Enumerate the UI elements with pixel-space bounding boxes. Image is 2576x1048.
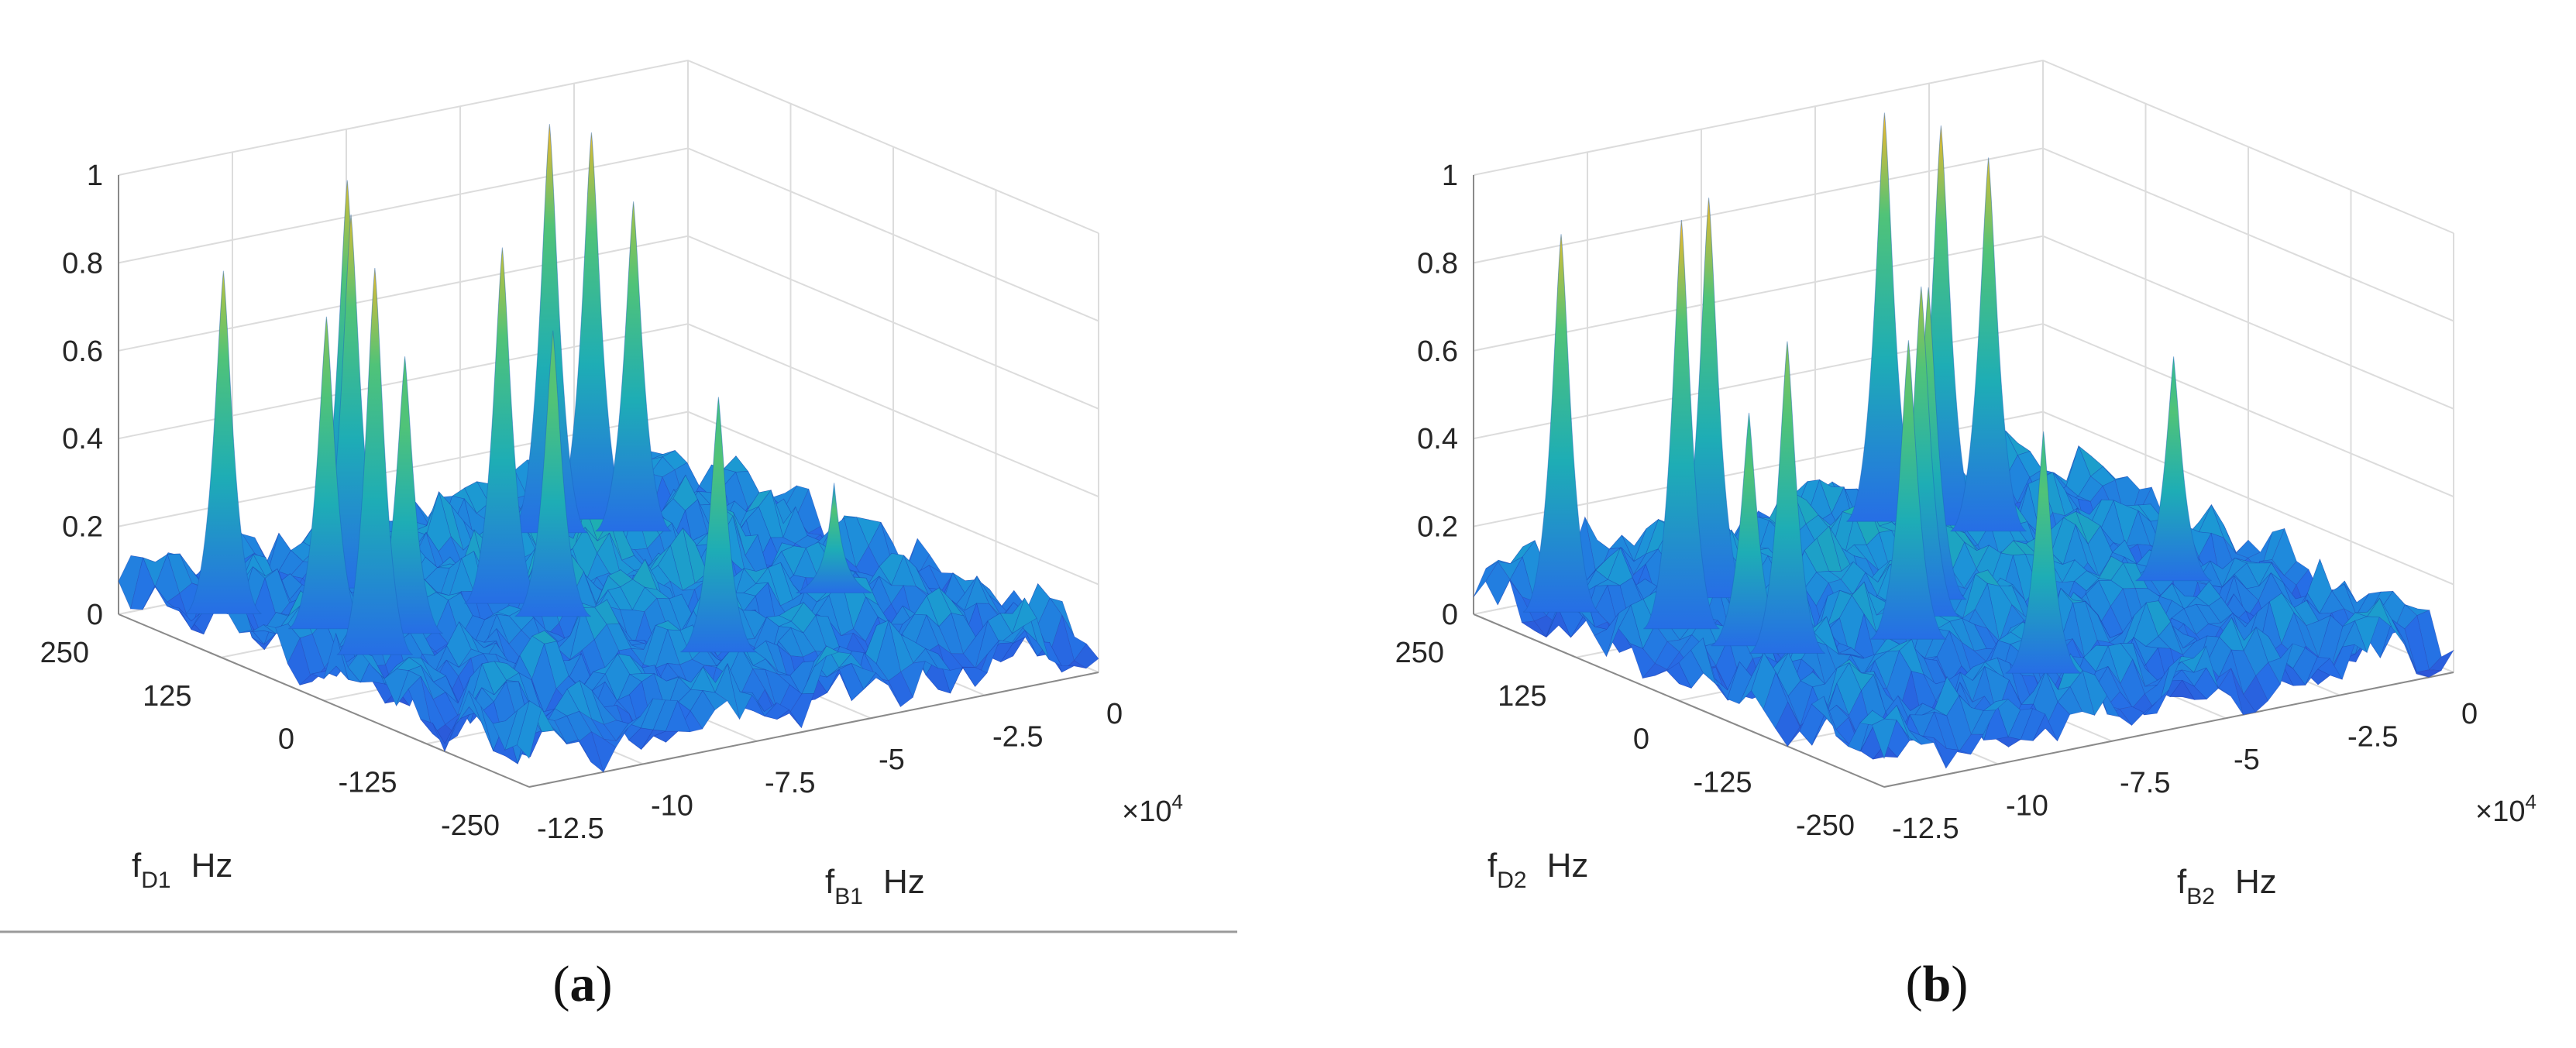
x-multiplier-a: ×104	[1122, 790, 1183, 828]
y-tick-label: 125	[143, 680, 191, 713]
surface-b	[1473, 112, 2454, 769]
x-tick-label: -12.5	[1892, 813, 1959, 845]
surface-a	[118, 124, 1099, 773]
grid-z-line	[118, 147, 1099, 322]
peak-mark	[1522, 234, 1600, 613]
peak-mark	[2135, 356, 2212, 582]
surface-patch	[723, 455, 749, 472]
z-tick-label: 0.6	[62, 335, 103, 368]
x-multiplier-b: ×104	[2475, 790, 2536, 828]
y-tick-label: 0	[278, 723, 294, 756]
z-tick-label: 0.2	[1417, 511, 1458, 544]
z-tick-label: 0	[1442, 599, 1458, 631]
grid-z-line	[1473, 235, 2454, 410]
peak-mark	[1950, 157, 2027, 532]
x-tick-label: -5	[2234, 744, 2260, 776]
y-axis-label-a: fD1 Hz	[132, 847, 232, 893]
x-tick-label: -2.5	[992, 721, 1043, 754]
z-tick-label: 0.6	[1417, 335, 1458, 368]
peak-mark	[553, 132, 630, 520]
y-tick-label: -125	[338, 766, 397, 799]
peak-mark	[514, 330, 591, 617]
panel-caption-a: (a)	[553, 956, 613, 1012]
x-axis-line	[1883, 672, 2454, 788]
peak-mark	[1643, 220, 1720, 630]
y-tick-label: 0	[1633, 723, 1649, 756]
x-tick-label: -12.5	[537, 813, 604, 845]
z-tick-label: 0.8	[62, 247, 103, 280]
grid-z-line	[118, 59, 1099, 234]
x-tick-label: -10	[651, 789, 693, 822]
peak-mark	[464, 247, 541, 604]
peak-mark	[1749, 341, 1826, 655]
peak-mark	[595, 201, 672, 532]
x-tick-label: 0	[1106, 698, 1123, 730]
y-axis-label-b: fD2 Hz	[1487, 847, 1588, 893]
x-tick-label: -5	[879, 744, 905, 776]
peak-mark	[288, 316, 365, 630]
y-tick-label: 250	[40, 637, 89, 669]
grid-z-line	[118, 235, 1099, 410]
x-tick-label: -7.5	[2120, 767, 2170, 799]
x-tick-label: -10	[2006, 789, 2048, 822]
peak-mark	[511, 124, 588, 534]
panel-caption-b: (b)	[1906, 956, 1969, 1012]
peak-mark	[1870, 340, 1947, 640]
peak-mark	[336, 267, 414, 655]
peak-mark	[2005, 431, 2082, 674]
z-tick-label: 1	[1442, 160, 1458, 192]
x-axis-label-b: fB2 Hz	[2177, 863, 2277, 909]
z-tick-label: 0.4	[62, 423, 103, 455]
y-axis-line	[118, 613, 530, 788]
x-axis-line	[528, 672, 1099, 788]
grid-z-line	[1473, 59, 2454, 234]
z-tick-label: 0	[87, 599, 103, 631]
y-tick-label: 125	[1498, 680, 1546, 713]
peak-mark	[185, 270, 262, 614]
surface-patch	[1872, 718, 1897, 760]
z-tick-label: 1	[87, 160, 103, 192]
y-tick-label: -250	[1796, 809, 1855, 842]
surface-patch	[517, 700, 542, 759]
x-tick-label: -2.5	[2347, 721, 2398, 754]
peak-mark	[680, 397, 757, 653]
y-tick-label: -250	[441, 809, 500, 842]
z-tick-label: 0.4	[1417, 423, 1458, 455]
x-axis-label-a: fB1 Hz	[825, 863, 925, 909]
z-tick-label: 0.2	[62, 511, 103, 544]
x-tick-label: 0	[2461, 698, 2478, 730]
grid-z-line	[1473, 147, 2454, 322]
y-tick-label: -125	[1693, 766, 1752, 799]
y-axis-line	[1473, 613, 1885, 788]
y-tick-label: 250	[1395, 637, 1444, 669]
z-tick-label: 0.8	[1417, 247, 1458, 280]
peak-mark	[796, 483, 872, 593]
x-tick-label: -7.5	[765, 767, 815, 799]
